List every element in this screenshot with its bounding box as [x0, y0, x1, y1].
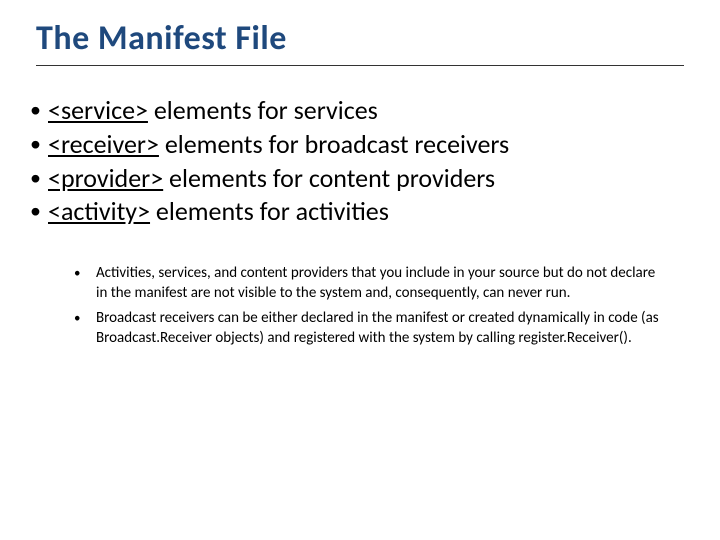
bullet-icon: • — [74, 310, 96, 351]
note-text: Broadcast receivers can be either declar… — [96, 308, 664, 349]
bullet-icon: • — [30, 133, 48, 155]
list-item: • <provider> elements for content provid… — [30, 162, 684, 196]
bullet-icon: • — [30, 99, 48, 121]
bullet-icon: • — [30, 200, 48, 222]
main-element-list: • <service> elements for services • <rec… — [30, 94, 684, 229]
element-description: elements for services — [148, 94, 378, 126]
list-item: • <service> elements for services — [30, 94, 684, 128]
slide-title: The Manifest File — [36, 18, 684, 66]
element-link[interactable]: <service> — [48, 94, 148, 126]
element-description: elements for broadcast receivers — [159, 128, 509, 160]
list-item: • <receiver> elements for broadcast rece… — [30, 128, 684, 162]
bullet-icon: • — [74, 265, 96, 306]
list-item-text: <service> elements for services — [48, 94, 378, 128]
note-item: • Broadcast receivers can be either decl… — [74, 308, 664, 349]
list-item: • <activity> elements for activities — [30, 195, 684, 229]
element-link[interactable]: <provider> — [48, 162, 163, 194]
element-description: elements for content providers — [163, 162, 495, 194]
element-link[interactable]: <activity> — [48, 195, 150, 227]
notes-list: • Activities, services, and content prov… — [74, 263, 684, 348]
element-description: elements for activities — [150, 195, 389, 227]
list-item-text: <activity> elements for activities — [48, 195, 389, 229]
list-item-text: <provider> elements for content provider… — [48, 162, 495, 196]
list-item-text: <receiver> elements for broadcast receiv… — [48, 128, 509, 162]
note-item: • Activities, services, and content prov… — [74, 263, 664, 304]
element-link[interactable]: <receiver> — [48, 128, 159, 160]
bullet-icon: • — [30, 167, 48, 189]
note-text: Activities, services, and content provid… — [96, 263, 664, 304]
